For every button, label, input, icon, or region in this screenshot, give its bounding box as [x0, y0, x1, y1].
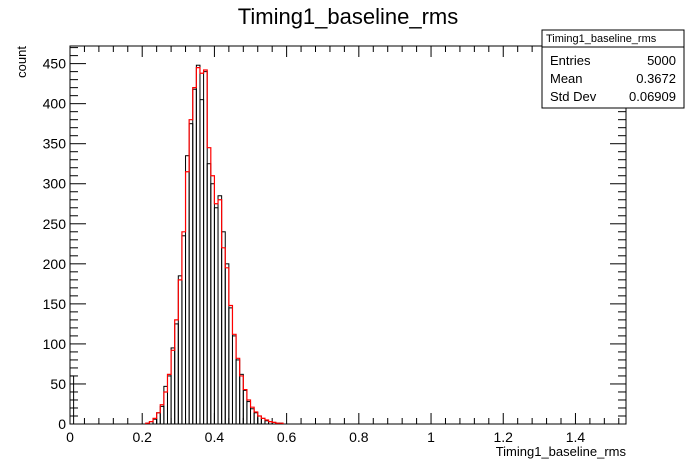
y-tick-label: 100 — [43, 336, 67, 352]
stats-stddev-label: Std Dev — [550, 89, 597, 104]
y-tick-label: 450 — [43, 56, 67, 72]
stats-mean-label: Mean — [550, 71, 583, 86]
y-tick-label: 400 — [43, 96, 67, 112]
stats-entries-value: 5000 — [647, 53, 676, 68]
y-tick-label: 0 — [58, 416, 66, 432]
histogram-series-black — [69, 64, 284, 425]
x-tick-label: 1 — [427, 429, 435, 445]
plot-frame — [69, 45, 627, 425]
y-axis-title: count — [14, 46, 29, 78]
y-tick-label: 350 — [43, 136, 67, 152]
x-tick-label: 0.8 — [349, 429, 369, 445]
fit-step-line — [145, 67, 284, 424]
stats-mean-value: 0.3672 — [636, 71, 676, 86]
x-tick-label: 0.6 — [277, 429, 297, 445]
x-tick-label: 1.2 — [494, 429, 514, 445]
x-tick-label: 0.4 — [205, 429, 225, 445]
y-tick-label: 250 — [43, 216, 67, 232]
x-axis-title: Timing1_baseline_rms — [496, 444, 627, 459]
histogram-bin — [192, 88, 197, 425]
y-tick-label: 150 — [43, 296, 67, 312]
histogram-bin — [195, 64, 201, 425]
axis-tick-labels: 0 0.2 0.4 0.6 0.8 1 1.2 1.4 0 50 100 150 200 250 300 35… — [43, 56, 586, 445]
chart-title: Timing1_baseline_rms — [238, 4, 459, 29]
stats-entries-label: Entries — [550, 53, 591, 68]
stats-box: Timing1_baseline_rms Entries 5000 Mean 0… — [541, 29, 685, 109]
histogram-series-red — [145, 67, 284, 424]
stats-box-frame — [541, 29, 685, 109]
x-tick-label: 0 — [66, 429, 74, 445]
histogram-bin — [69, 375, 75, 425]
x-tick-label: 0.2 — [132, 429, 152, 445]
stats-stddev-value: 0.06909 — [629, 89, 676, 104]
histogram-bin — [199, 99, 205, 425]
y-tick-label: 50 — [50, 376, 66, 392]
histogram-bin — [213, 207, 219, 425]
stats-box-title: Timing1_baseline_rms — [546, 33, 657, 45]
x-tick-label: 1.4 — [566, 429, 586, 445]
histogram-bin — [206, 163, 212, 425]
y-tick-label: 200 — [43, 256, 67, 272]
y-tick-label: 300 — [43, 176, 67, 192]
histogram-bin — [210, 183, 215, 425]
